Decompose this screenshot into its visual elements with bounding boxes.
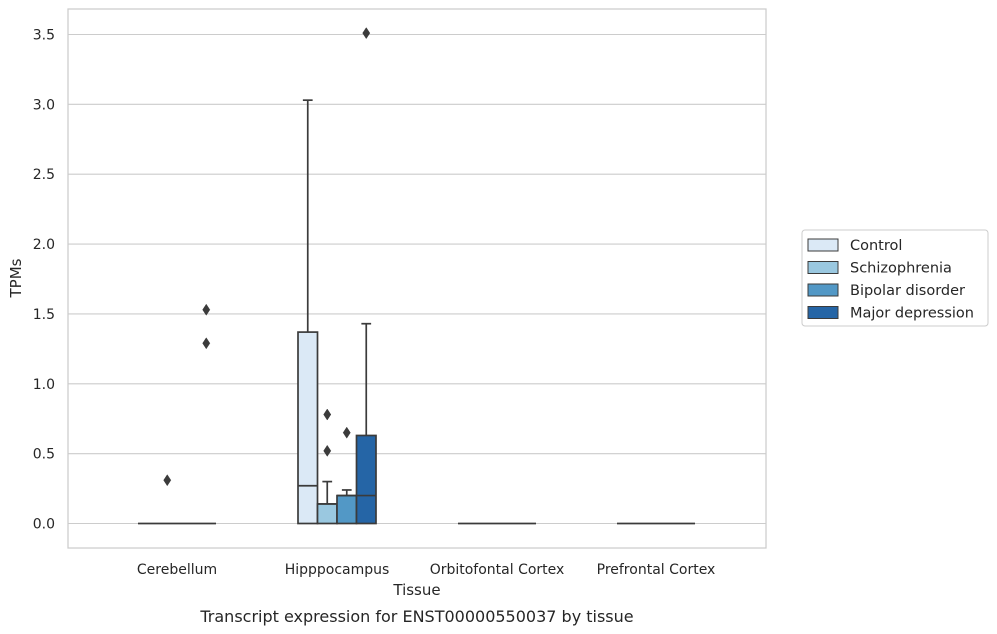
x-axis-label: Tissue <box>392 581 440 599</box>
outlier-point <box>342 426 351 439</box>
y-tick-label: 2.0 <box>33 237 55 253</box>
y-tick-label: 0.5 <box>33 447 55 463</box>
legend: Control Schizophrenia Bipolar disorder Majo… <box>801 229 989 327</box>
y-tick-label: 3.5 <box>33 28 55 44</box>
y-tick-label: 3.0 <box>33 97 55 113</box>
boxes <box>138 27 695 525</box>
box-group <box>297 99 319 525</box>
legend-label: Bipolar disorder <box>850 283 965 299</box>
legend-swatch <box>807 261 839 274</box>
plot-background <box>68 9 766 548</box>
box-group <box>196 303 216 525</box>
y-tick-label: 1.5 <box>33 307 55 323</box>
box-group <box>316 408 338 525</box>
legend-label: Schizophrenia <box>850 261 952 277</box>
x-tick-label: Cerebellum <box>137 562 217 578</box>
box <box>336 494 358 525</box>
box <box>297 331 319 525</box>
box-group <box>355 27 377 525</box>
legend-swatch <box>807 238 839 252</box>
legend-swatch <box>807 283 839 297</box>
box-group <box>157 474 177 525</box>
outlier-point <box>202 303 211 316</box>
outlier-point <box>163 474 172 487</box>
gridlines <box>68 33 766 525</box>
x-tick-label: Orbitofontal Cortex <box>430 562 565 578</box>
x-tick-labels: Cerebellum Hipppocampus Orbitofontal Corte… <box>137 562 715 578</box>
y-tick-label: 0.0 <box>33 517 55 533</box>
outlier-point <box>362 27 371 40</box>
box <box>316 503 338 525</box>
y-tick-labels: 0.0 0.5 1.0 1.5 2.0 2.5 3.0 3.5 <box>33 28 55 533</box>
outlier-point <box>202 337 211 350</box>
y-axis-label: TPMs <box>7 258 25 298</box>
y-tick-label: 2.5 <box>33 167 55 183</box>
legend-swatch <box>807 306 839 319</box>
legend-frame <box>801 229 989 327</box>
x-tick-label: Hipppocampus <box>285 562 390 578</box>
legend-label: Control <box>850 238 902 254</box>
outlier-point <box>323 444 332 457</box>
x-tick-label: Prefrontal Cortex <box>597 562 716 578</box>
outlier-point <box>323 408 332 421</box>
plot-frame <box>67 8 767 549</box>
legend-label: Major depression <box>850 306 974 322</box>
y-tick-label: 1.0 <box>33 377 55 393</box>
figure-caption: Transcript expression for ENST0000055003… <box>199 607 633 626</box>
box <box>355 434 377 525</box>
